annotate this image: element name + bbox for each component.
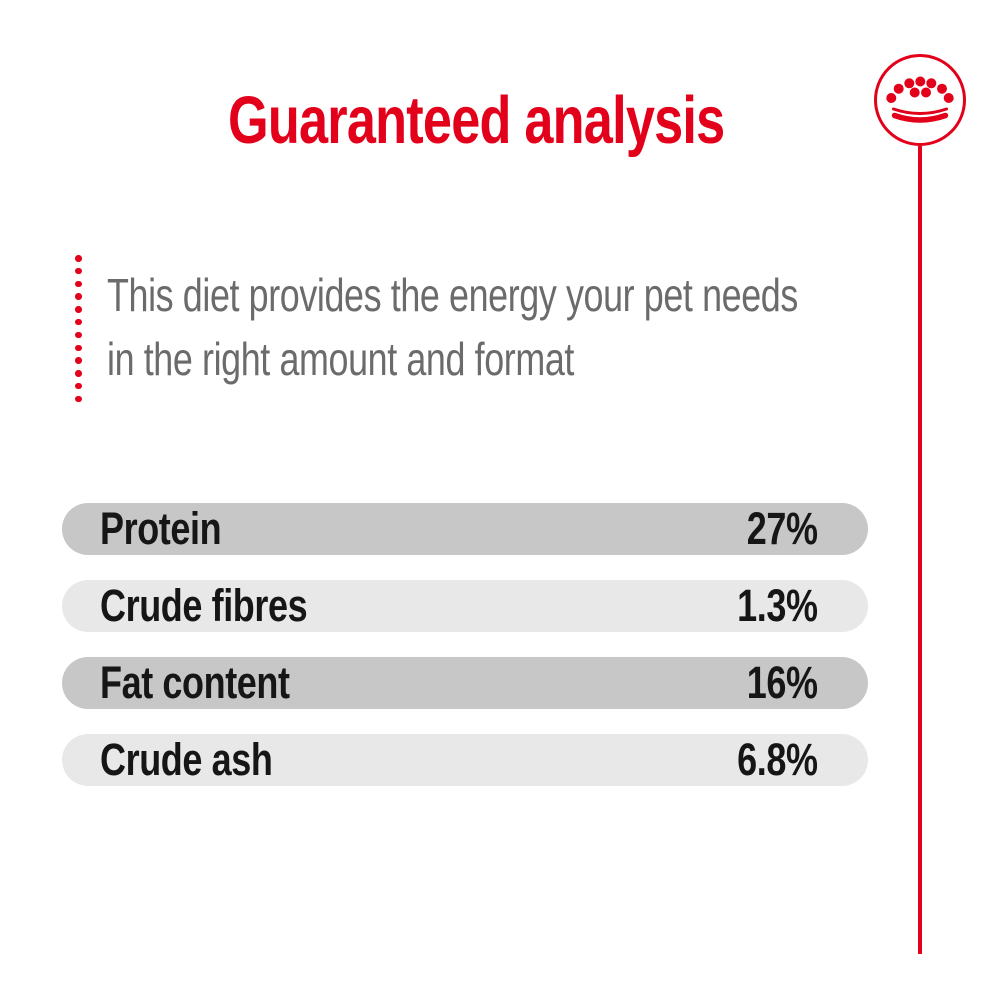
accent-dot: [75, 382, 82, 390]
nutrient-label: Fat content: [100, 657, 290, 708]
accent-dot: [75, 357, 82, 364]
nutrient-label: Crude fibres: [100, 580, 308, 631]
nutrient-label: Crude ash: [100, 734, 273, 785]
accent-dot: [75, 395, 82, 403]
nutrient-value: 1.3%: [737, 580, 819, 631]
accent-dot: [75, 267, 82, 275]
nutrient-value: 16%: [747, 657, 818, 708]
intro-text: This diet provides the energy your pet n…: [107, 263, 993, 391]
accent-dot: [75, 370, 82, 377]
accent-dot: [75, 293, 82, 300]
brand-logo-badge: [874, 54, 966, 146]
accent-dot: [75, 306, 82, 313]
accent-dot: [75, 344, 82, 352]
accent-dot: [75, 331, 82, 339]
analysis-row-crude-ash: Crude ash 6.8%: [62, 734, 868, 786]
accent-dot: [75, 280, 82, 288]
intro-text-line-1: This diet provides the energy your pet n…: [107, 269, 798, 321]
royal-canin-crown-icon: [886, 69, 954, 131]
accent-dot: [75, 255, 82, 262]
analysis-table: Protein 27% Crude fibres 1.3% Fat conten…: [62, 503, 868, 811]
nutrient-label: Protein: [100, 503, 222, 554]
analysis-row-crude-fibres: Crude fibres 1.3%: [62, 580, 868, 632]
intro-text-line-2: in the right amount and format: [107, 333, 574, 385]
page-title: Guaranteed analysis: [227, 83, 725, 158]
nutrient-value: 6.8%: [737, 734, 819, 785]
nutrient-value: 27%: [747, 503, 818, 554]
analysis-row-fat-content: Fat content 16%: [62, 657, 868, 709]
accent-dot: [75, 318, 82, 326]
dotted-accent-line: [75, 255, 82, 403]
analysis-row-protein: Protein 27%: [62, 503, 868, 555]
vertical-accent-line: [918, 146, 922, 954]
